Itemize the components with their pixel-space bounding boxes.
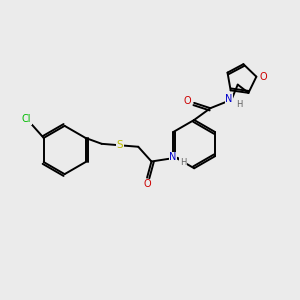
Text: O: O	[143, 179, 151, 189]
Text: S: S	[117, 140, 123, 150]
Text: Cl: Cl	[22, 114, 32, 124]
Text: H: H	[236, 100, 242, 109]
Text: H: H	[180, 158, 186, 166]
Text: O: O	[259, 72, 267, 82]
Text: O: O	[184, 96, 191, 106]
Text: N: N	[169, 152, 177, 162]
Text: N: N	[225, 94, 233, 104]
